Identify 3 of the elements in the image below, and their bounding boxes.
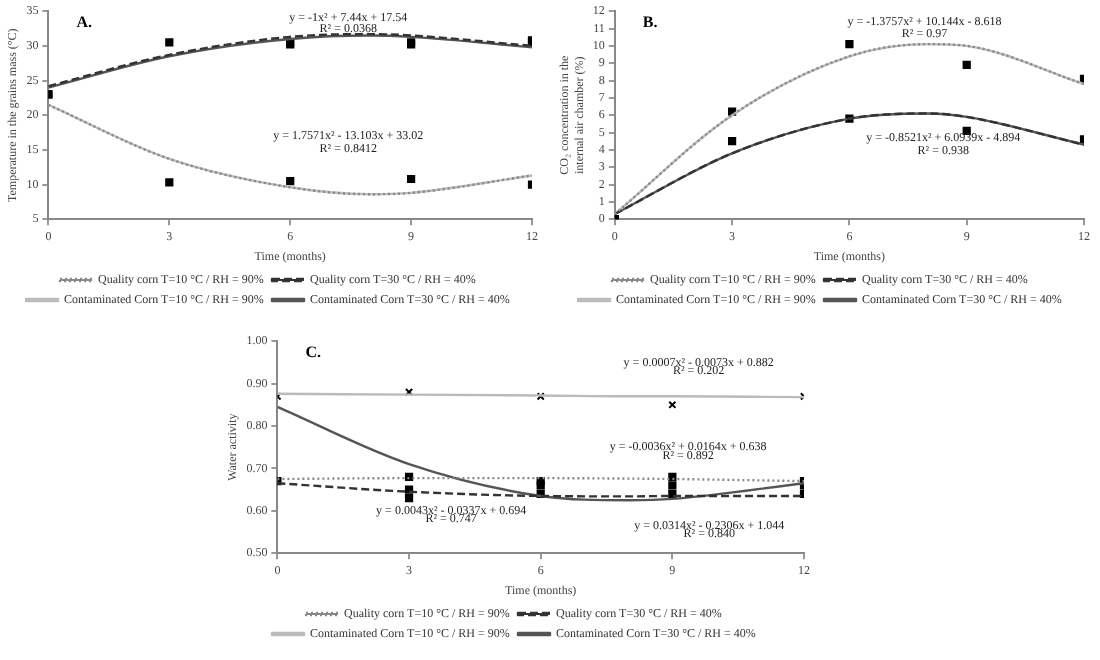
chart-title: C. [305, 343, 321, 362]
chart-title: B. [642, 13, 658, 32]
chart-title: A. [76, 13, 92, 32]
